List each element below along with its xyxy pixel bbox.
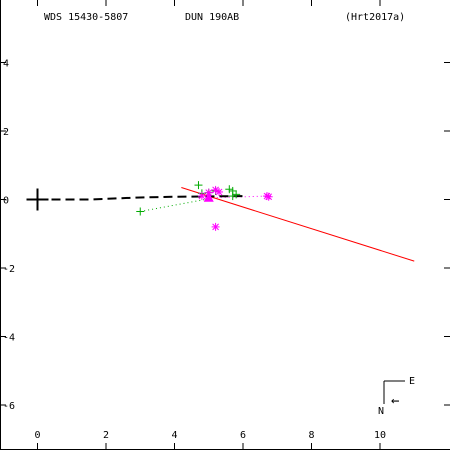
ast-d2 xyxy=(212,223,219,231)
plus-marker xyxy=(228,192,237,201)
y-tick-label: 2 xyxy=(3,127,9,138)
asterisk-marker xyxy=(215,187,224,196)
x-tick-label: 6 xyxy=(240,430,246,441)
asterisk-marker xyxy=(211,222,220,231)
plus-marker xyxy=(194,181,203,190)
plus-marker xyxy=(232,190,241,199)
y-tick-label: -2 xyxy=(3,264,15,275)
x-tick-label: 4 xyxy=(172,430,178,441)
ast-d2 xyxy=(198,192,206,200)
x-tick-label: 10 xyxy=(374,430,386,441)
y-tick-label: -6 xyxy=(3,401,15,412)
asterisk-marker xyxy=(264,192,273,201)
ast-d2 xyxy=(215,188,223,196)
compass-north-label: N xyxy=(378,406,384,417)
fit-line xyxy=(181,187,415,262)
x-tick-label: 2 xyxy=(103,430,109,441)
compass-east-label: E xyxy=(409,376,415,387)
plus-marker xyxy=(225,185,234,194)
dotted-link xyxy=(208,195,267,199)
discoverer-code: DUN 190AB xyxy=(185,12,239,23)
ast-d2 xyxy=(265,193,273,201)
compass-arrow: ← xyxy=(391,393,399,409)
reference-code: (Hrt2017a) xyxy=(345,12,405,23)
plus-marker xyxy=(136,207,145,216)
asterisk-marker xyxy=(197,192,206,201)
x-tick-label: 0 xyxy=(35,430,41,441)
x-tick-label: 8 xyxy=(309,430,315,441)
y-tick-label: -4 xyxy=(3,333,15,344)
y-tick-label: 4 xyxy=(3,59,9,70)
orbit-track xyxy=(37,195,244,201)
triangle-marker xyxy=(203,191,214,202)
ast-d2 xyxy=(212,186,219,194)
wds-id: WDS 15430-5807 xyxy=(44,12,128,23)
compass: E N ← xyxy=(378,376,415,417)
y-tick-label: 0 xyxy=(3,196,9,207)
chart-marks xyxy=(26,181,415,262)
